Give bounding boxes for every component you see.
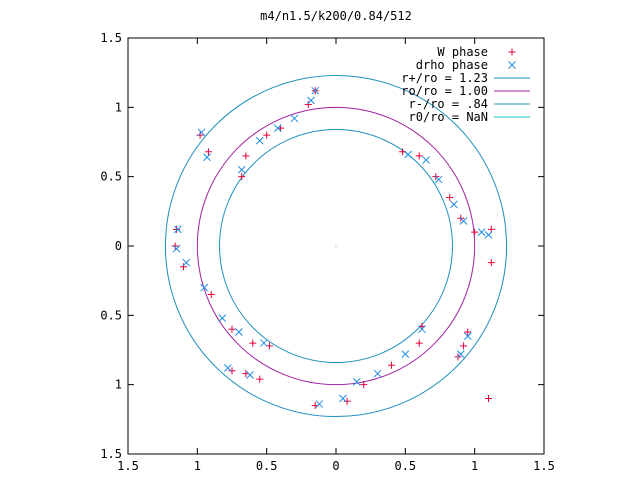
circle-r-1-23 (164, 74, 508, 418)
drho-phase-point (197, 128, 206, 137)
legend-label: r-/ro = .84 (409, 97, 488, 111)
w-phase-point (471, 228, 479, 236)
legend-label: W phase (437, 45, 488, 59)
w-phase-point (242, 152, 250, 160)
reference-circles (164, 74, 508, 418)
x-tick-label: 0.5 (394, 459, 416, 473)
w-phase-point (171, 242, 179, 250)
w-phase-point (360, 381, 368, 389)
w-phase-point (263, 131, 271, 139)
drho-phase-point (311, 86, 320, 95)
w-phase-point (207, 291, 215, 299)
legend-label: r+/ro = 1.23 (401, 71, 488, 85)
w-phase-point (173, 225, 181, 233)
legend-label: drho phase (416, 58, 488, 72)
w-phase-point (304, 101, 312, 109)
w-phase-point (387, 361, 395, 369)
series-drho-phase (172, 86, 493, 408)
w-phase-point (256, 375, 264, 383)
drho-phase-point (477, 228, 486, 236)
drho-phase-point (246, 371, 254, 379)
drho-phase-point (203, 153, 211, 162)
w-phase-point (179, 263, 187, 271)
y-tick-label: 1.5 (100, 447, 122, 461)
drho-phase-point (273, 124, 282, 132)
drho-phase-point (422, 156, 430, 164)
w-phase-point (487, 259, 495, 267)
w-phase-point (249, 339, 257, 347)
drho-phase-point (237, 165, 246, 174)
circle-r-1 (196, 106, 476, 386)
y-tick-label: 1 (115, 100, 122, 114)
x-tick-label: 1.5 (117, 459, 139, 473)
w-phase-point (446, 193, 454, 201)
drho-phase-point (315, 400, 324, 408)
drho-phase-point (484, 231, 493, 239)
drho-phase-point (434, 175, 443, 184)
w-phase-point (460, 342, 468, 350)
drho-phase-point (404, 150, 412, 159)
drho-phase-point (172, 244, 181, 253)
drho-phase-point (218, 314, 227, 322)
x-tick-label: 1.5 (533, 459, 555, 473)
x-tick-label: 0.5 (256, 459, 278, 473)
drho-phase-point (459, 217, 468, 225)
drho-phase-point (260, 339, 268, 347)
series-w-phase (171, 87, 495, 409)
drho-phase-point (450, 200, 458, 209)
w-phase-point (228, 325, 236, 333)
y-tick-label: 0.5 (100, 170, 122, 184)
drho-phase-point (418, 325, 426, 334)
drho-phase-point (456, 350, 465, 359)
drho-phase-point (307, 96, 315, 105)
drho-phase-point (290, 114, 299, 123)
drho-phase-point (463, 332, 472, 340)
drho-phase-point (352, 378, 361, 386)
drho-phase-point (339, 394, 347, 403)
legend-marker (508, 61, 516, 69)
y-tick-label: 1 (115, 378, 122, 392)
y-tick-label: 1.5 (100, 31, 122, 45)
drho-phase-point (174, 225, 182, 234)
circle-r-0-84 (219, 129, 453, 363)
y-tick-label: 0.5 (100, 308, 122, 322)
drho-phase-point (235, 328, 243, 336)
drho-phase-point (401, 350, 410, 359)
w-phase-point (415, 152, 423, 160)
drho-phase-point (182, 258, 191, 267)
x-tick-label: 1 (194, 459, 201, 473)
w-phase-point (204, 148, 212, 156)
legend-marker (508, 48, 516, 56)
drho-phase-point (255, 136, 264, 145)
drho-phase-point (223, 364, 232, 372)
legend-label: r0/ro = NaN (409, 110, 488, 124)
drho-phase-point (200, 283, 209, 292)
x-tick-label: 1 (471, 459, 478, 473)
circle-r0-nan (335, 245, 337, 247)
drho-phase-point (373, 369, 382, 378)
w-phase-point (238, 173, 246, 181)
w-phase-point (196, 131, 204, 139)
w-phase-point (228, 367, 236, 375)
y-tick-label: 0 (115, 239, 122, 253)
w-phase-point (485, 395, 493, 403)
w-phase-point (415, 339, 423, 347)
w-phase-point (343, 397, 351, 405)
legend-label: ro/ro = 1.00 (401, 84, 488, 98)
data-points (171, 86, 495, 409)
w-phase-point (464, 328, 472, 336)
axis-ticks: 1.5 1 0.5 0 0.5 1 1.51.510.500.511.5 (100, 31, 555, 473)
x-tick-label: 0 (332, 459, 339, 473)
chart-title: m4/n1.5/k200/0.84/512 (260, 9, 412, 23)
